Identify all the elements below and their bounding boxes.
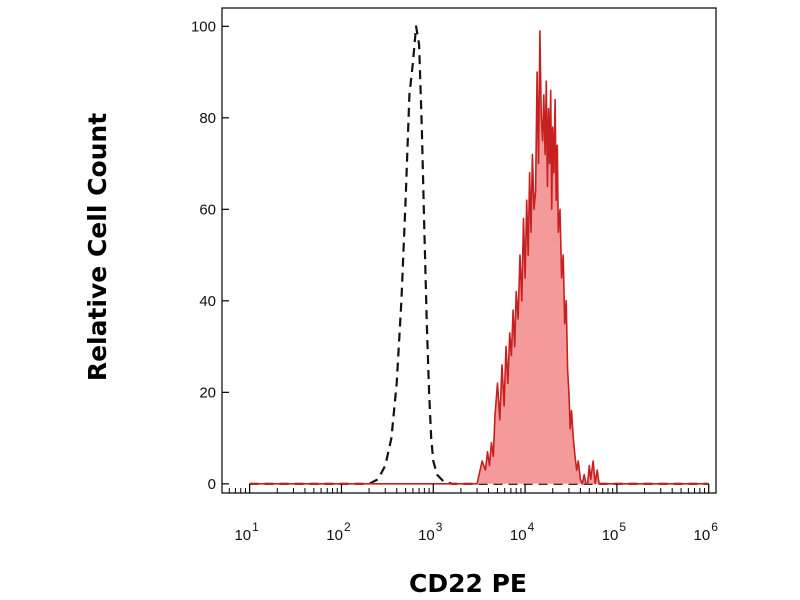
x-tick-label-0: 101 <box>234 520 259 544</box>
y-axis-title: Relative Cell Count <box>83 113 112 381</box>
y-tick-label-3: 60 <box>199 201 216 218</box>
axes: 0 20 40 60 80 100 101 102 103 104 105 106 <box>191 7 719 544</box>
series-1-line <box>249 30 709 485</box>
x-tick-label-1: 102 <box>326 520 351 544</box>
series-1-area <box>249 30 709 484</box>
series-0-line <box>249 25 709 485</box>
x-tick-label-3: 104 <box>510 520 535 544</box>
y-tick-label-4: 80 <box>199 110 216 127</box>
x-axis-title: CD22 PE <box>409 569 527 598</box>
plot-area <box>249 25 709 485</box>
x-tick-label-4: 105 <box>602 520 627 544</box>
y-tick-label-5: 100 <box>191 18 216 35</box>
y-tick-label-0: 0 <box>208 476 216 493</box>
x-tick-label-2: 103 <box>418 520 443 544</box>
y-tick-label-2: 40 <box>199 293 216 310</box>
x-tick-label-5: 106 <box>694 520 719 544</box>
y-tick-label-1: 20 <box>199 384 216 401</box>
plot-frame <box>221 7 717 494</box>
